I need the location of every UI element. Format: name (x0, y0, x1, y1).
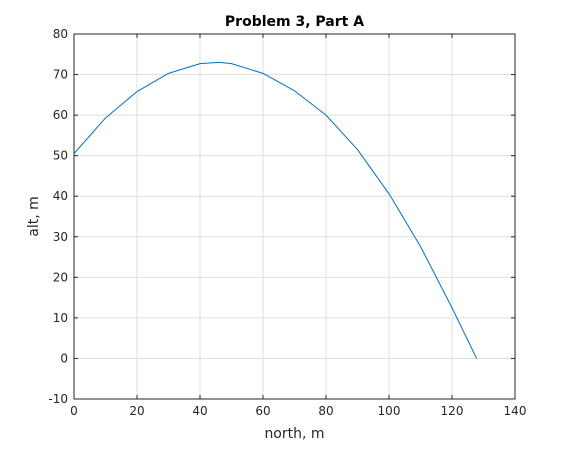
y-tick-label: 0 (60, 351, 68, 365)
y-axis-label: alt, m (26, 196, 42, 237)
y-tick-label: 10 (53, 311, 68, 325)
x-tick-label: 100 (378, 404, 401, 418)
x-tick-label: 140 (504, 404, 527, 418)
y-tick-label: 30 (53, 230, 68, 244)
y-tick-label: 60 (53, 108, 68, 122)
x-tick-label: 40 (192, 404, 207, 418)
plot-area (73, 33, 516, 400)
series-line (73, 61, 478, 359)
x-tick-label: 20 (129, 404, 144, 418)
y-tick-label: 50 (53, 149, 68, 163)
y-tick-label: 80 (53, 27, 68, 41)
grid (73, 33, 516, 400)
x-tick-label: 120 (441, 404, 464, 418)
y-tick-label: 70 (53, 68, 68, 82)
x-axis-label: north, m (264, 426, 324, 442)
x-tick-label: 0 (70, 404, 78, 418)
y-tick-label: -10 (48, 392, 68, 406)
x-tick-label: 80 (318, 404, 333, 418)
y-tick-label: 40 (53, 189, 68, 203)
y-tick-label: 20 (53, 270, 68, 284)
chart-title: Problem 3, Part A (225, 14, 364, 30)
x-tick-label: 60 (255, 404, 270, 418)
series-layer (73, 61, 478, 359)
